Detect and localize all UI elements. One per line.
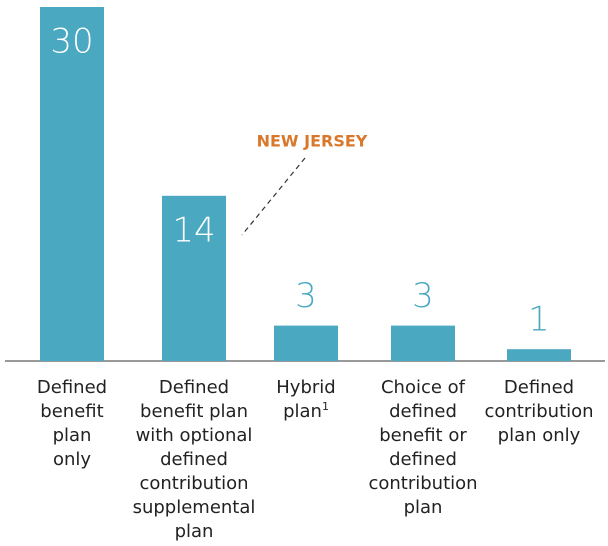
bar xyxy=(391,325,455,361)
value-label: 3 xyxy=(295,276,317,316)
category-label: Choice of defined benefit or defined con… xyxy=(353,376,493,520)
category-label: Hybrid plan1 xyxy=(236,376,376,424)
category-label: Defined benefit plan only xyxy=(2,376,142,472)
category-text: Defined benefit plan only xyxy=(36,377,108,470)
value-label: 1 xyxy=(528,300,550,340)
value-label: 30 xyxy=(50,22,93,62)
value-label: 3 xyxy=(412,276,434,316)
category-text: Defined benefit plan with optional defin… xyxy=(132,377,256,542)
category-text: Hybrid plan xyxy=(276,377,336,422)
annotation: NEW JERSEY xyxy=(257,132,368,151)
category-label: Defined contribution plan only xyxy=(469,376,608,448)
bar xyxy=(274,325,338,361)
category-text: Defined contribution plan only xyxy=(484,377,594,446)
footnote-marker: 1 xyxy=(321,400,329,413)
category-label: Defined benefit plan with optional defin… xyxy=(124,376,264,544)
category-text: Choice of defined benefit or defined con… xyxy=(368,377,478,518)
value-label: 14 xyxy=(172,210,215,250)
annotation-leader xyxy=(241,157,306,236)
bar xyxy=(40,7,104,361)
bar xyxy=(507,349,571,361)
bar xyxy=(162,195,226,361)
